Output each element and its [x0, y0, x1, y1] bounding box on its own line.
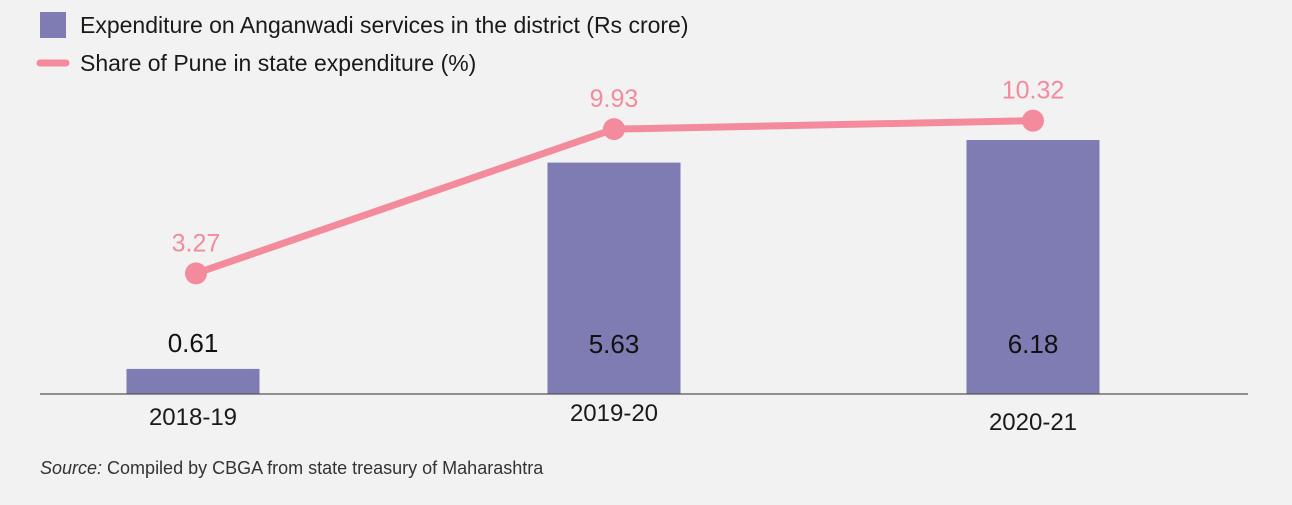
source-note: Source: Compiled by CBGA from state trea… — [40, 458, 544, 478]
line-value-label: 10.32 — [1002, 77, 1065, 105]
plot-area: 2018-19 2019-20 2020-21 0.61 5.63 6.18 3.27 9.9… — [40, 77, 1248, 436]
source-text: Compiled by CBGA from state treasury of … — [102, 458, 544, 478]
bar-value-label: 5.63 — [589, 329, 640, 359]
bar-2020-21 — [966, 140, 1100, 394]
line-point-2020-21 — [1022, 109, 1044, 132]
line-point-2018-19 — [185, 262, 207, 285]
line-value-label: 9.93 — [590, 85, 639, 113]
x-tick-label: 2020-21 — [989, 409, 1077, 436]
bar-2018-19 — [126, 368, 260, 394]
legend: Expenditure on Anganwadi services in the… — [36, 12, 689, 76]
line-point-2019-20 — [603, 118, 625, 141]
line-value-label: 3.27 — [172, 229, 221, 257]
bar-value-label: 0.61 — [168, 328, 219, 358]
legend-bar-swatch — [40, 12, 66, 38]
source-prefix: Source: — [40, 458, 102, 478]
bar-value-label: 6.18 — [1008, 329, 1059, 359]
legend-line-label: Share of Pune in state expenditure (%) — [80, 50, 476, 76]
legend-bar-label: Expenditure on Anganwadi services in the… — [80, 12, 689, 38]
x-tick-label: 2019-20 — [570, 400, 658, 427]
x-tick-label: 2018-19 — [149, 404, 237, 431]
bar-2019-20 — [547, 162, 681, 394]
